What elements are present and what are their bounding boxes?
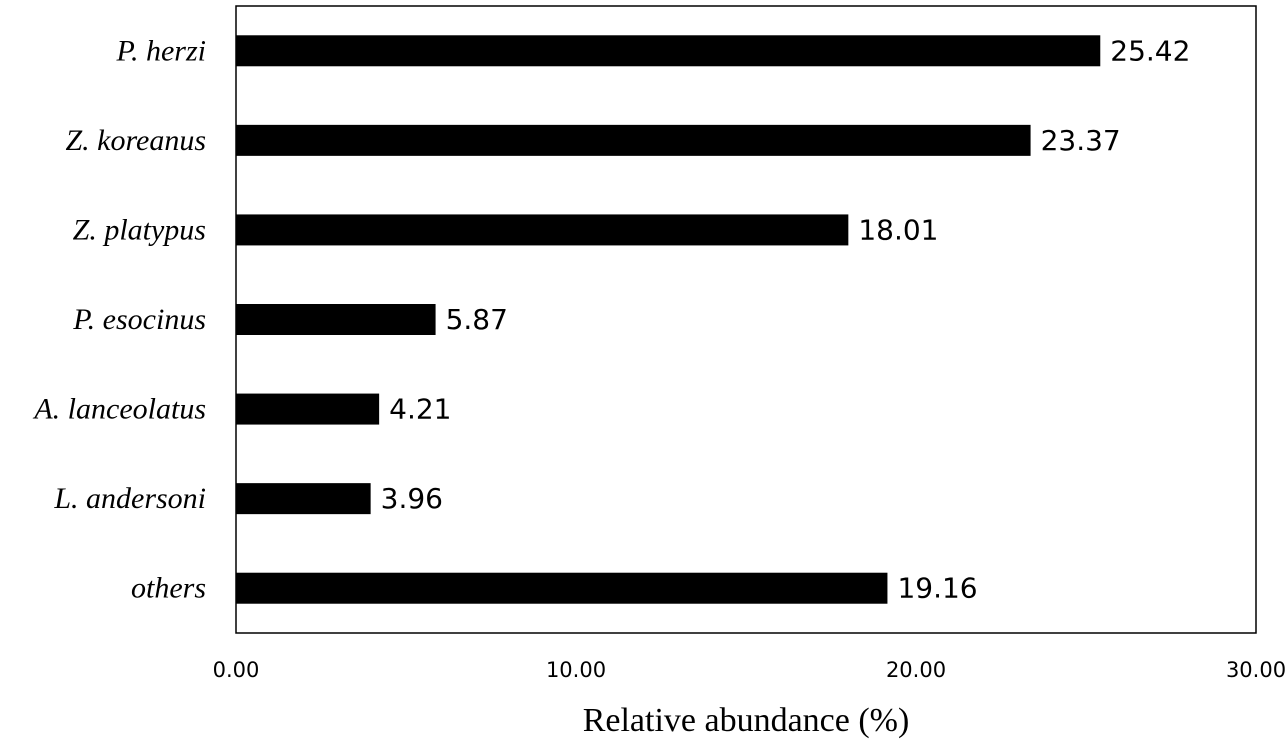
value-label: 25.42	[1110, 34, 1190, 67]
value-label: 3.96	[381, 482, 443, 515]
x-tick-label: 20.00	[886, 658, 946, 682]
bar	[236, 483, 371, 515]
category-label: A. lanceolatus	[32, 393, 206, 426]
category-label: others	[131, 572, 206, 605]
category-label: Z. platypus	[73, 213, 206, 246]
value-label: 18.01	[858, 213, 938, 246]
value-labels: 25.42 23.37 18.01 5.87 4.21 3.96 19.16	[381, 34, 1191, 604]
category-label: P. herzi	[116, 34, 206, 67]
x-tick-label: 10.00	[546, 658, 606, 682]
x-axis-title: Relative abundance (%)	[583, 702, 910, 739]
category-label: L. andersoni	[53, 482, 206, 515]
x-tick-label: 30.00	[1226, 658, 1286, 682]
category-labels: P. herzi Z. koreanus Z. platypus P. esocinu…	[32, 34, 206, 604]
category-label: P. esocinus	[72, 303, 206, 336]
bar	[236, 214, 849, 246]
bar	[236, 304, 436, 335]
bar	[236, 124, 1031, 156]
x-tick-label: 0.00	[213, 658, 260, 682]
x-tick-labels: 0.00 10.00 20.00 30.00	[213, 658, 1286, 682]
bar	[236, 393, 380, 425]
bar	[236, 572, 888, 604]
value-label: 23.37	[1041, 124, 1121, 157]
value-label: 19.16	[897, 572, 977, 605]
bars-layer	[236, 35, 1101, 604]
value-label: 5.87	[446, 303, 508, 336]
category-label: Z. koreanus	[65, 124, 206, 157]
bar	[236, 35, 1101, 67]
value-label: 4.21	[389, 393, 451, 426]
